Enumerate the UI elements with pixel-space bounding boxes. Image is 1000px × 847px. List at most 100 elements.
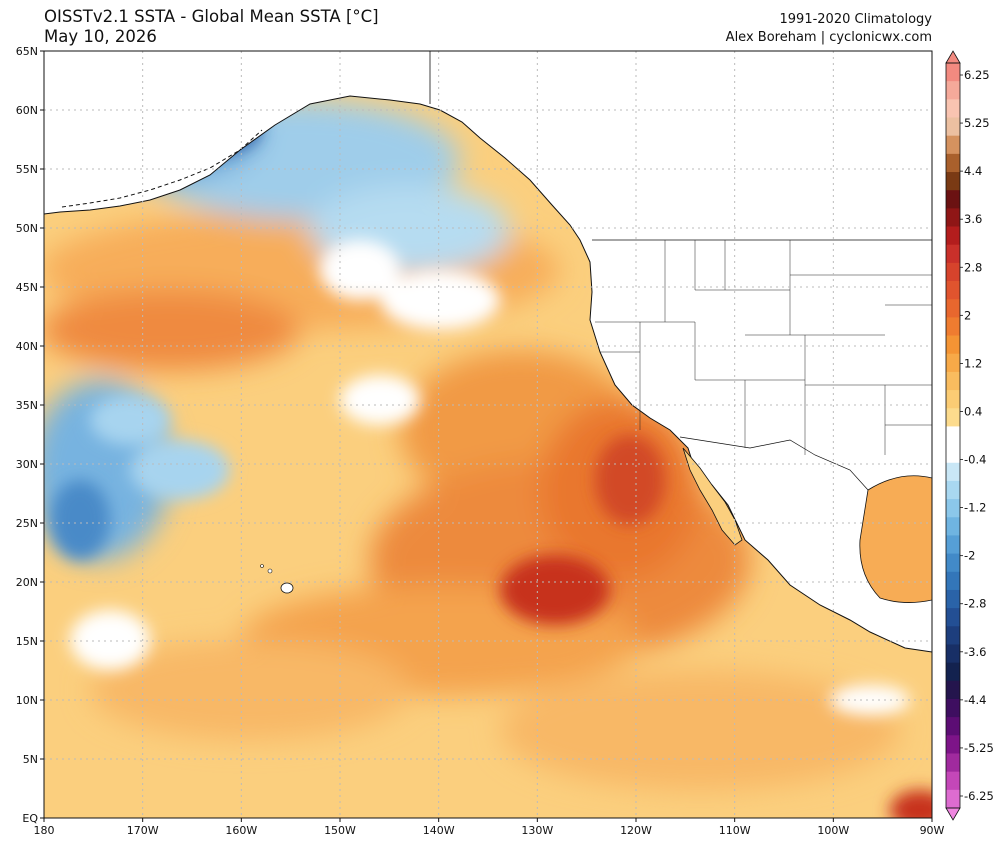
lon-tick-label: 90W (920, 824, 945, 837)
colorbar-label: -2.8 (964, 597, 986, 611)
colorbar-segment (946, 789, 960, 809)
state-borders (595, 240, 932, 455)
climatology-label: 1991-2020 Climatology (779, 12, 932, 27)
gulf-of-mexico (859, 475, 932, 603)
colorbar-segment (946, 589, 960, 609)
lat-tick-label: 25N (16, 517, 38, 530)
lat-tick-label: 5N (23, 753, 38, 766)
lon-tick-label: 150W (324, 824, 356, 837)
colorbar-segment (946, 553, 960, 573)
lat-tick-label: 55N (16, 163, 38, 176)
colorbar-segment (946, 335, 960, 355)
colorbar-segment (946, 517, 960, 536)
colorbar-segment (946, 571, 960, 591)
colorbar-segment (946, 117, 960, 137)
colorbar-segment (946, 244, 960, 264)
colorbar-segment (946, 281, 960, 300)
colorbar-segment (946, 371, 960, 391)
colorbar-segment (946, 153, 960, 173)
colorbar-label: -2 (964, 549, 975, 563)
lat-tick-label: 45N (16, 281, 38, 294)
lon-tick-label: 170W (127, 824, 159, 837)
map-date: May 10, 2026 (44, 27, 157, 46)
colorbar-segment (946, 299, 960, 318)
lon-tick-label: 130W (521, 824, 553, 837)
lon-tick-label: 180 (34, 824, 55, 837)
lon-tick-label: 110W (719, 824, 751, 837)
colorbar-segment (946, 190, 960, 209)
colorbar-max-arrow (945, 50, 961, 64)
colorbar-segment (946, 135, 960, 155)
colorbar-segment (946, 626, 960, 645)
latitude-labels: EQ 5N 10N 15N 20N 25N 30N 35N 40N 45N 50N 55N 60N 65N (16, 45, 44, 825)
lon-tick-label: 100W (817, 824, 849, 837)
lat-tick-label: 15N (16, 635, 38, 648)
lat-tick-label: 50N (16, 222, 38, 235)
baja-peninsula (682, 447, 743, 546)
land (44, 51, 932, 653)
colorbar-segment (946, 644, 960, 664)
colorbar-segment (946, 662, 960, 682)
map-frame (43, 50, 933, 819)
colorbar-segment (946, 172, 960, 191)
colorbar-label: 2.8 (964, 260, 982, 274)
colorbar-label: 2 (964, 308, 971, 322)
colorbar-segment (946, 608, 960, 627)
lat-tick-label: 60N (16, 104, 38, 117)
lon-tick-label: 140W (423, 824, 455, 837)
colorbar-label: 0.4 (964, 404, 982, 418)
colorbar-segment (946, 353, 960, 373)
colorbar-segment (946, 226, 960, 246)
lat-lon-grid (44, 51, 932, 818)
us-mexico-border (679, 436, 869, 491)
colorbar-label: -6.25 (964, 789, 994, 803)
colorbar-segment (946, 99, 960, 118)
colorbar-min-arrow (945, 807, 961, 821)
colorbar-segment (946, 208, 960, 227)
map-title: OISSTv2.1 SSTA - Global Mean SSTA [°C] (44, 7, 379, 26)
colorbar-label: -4.4 (964, 693, 986, 707)
colorbar-segment (946, 680, 960, 700)
colorbar-segment (946, 753, 960, 773)
colorbar-frame (945, 62, 961, 809)
colorbar-segment (946, 535, 960, 555)
lat-tick-label: 10N (16, 694, 38, 707)
colorbar-label: 6.25 (964, 68, 990, 82)
lat-tick-label: EQ (22, 812, 38, 825)
credit-label: Alex Boreham | cyclonicwx.com (725, 30, 932, 45)
colorbar-segment (946, 480, 960, 500)
colorbar-segment (946, 63, 960, 82)
aleutian-islands (61, 129, 263, 208)
colorbar-segment (946, 771, 960, 791)
colorbar-segment (946, 698, 960, 718)
colorbar-segment (946, 262, 960, 282)
north-america-land (44, 51, 932, 653)
colorbar-segment (946, 735, 960, 754)
lat-tick-label: 30N (16, 458, 38, 471)
colorbar-segment (946, 81, 960, 100)
lat-tick-label: 20N (16, 576, 38, 589)
colorbar-label: -0.4 (964, 453, 986, 467)
lat-tick-label: 35N (16, 399, 38, 412)
lat-tick-label: 65N (16, 45, 38, 58)
colorbar-label: 4.4 (964, 164, 982, 178)
colorbar-label: -3.6 (964, 645, 986, 659)
colorbar-label: 1.2 (964, 356, 982, 370)
colorbar-label: -1.2 (964, 501, 986, 515)
hawaii-island (280, 582, 294, 594)
colorbar-segment (946, 462, 960, 482)
colorbar-segment (946, 717, 960, 736)
colorbar-label: 5.25 (964, 116, 990, 130)
lon-tick-label: 120W (620, 824, 652, 837)
lon-tick-label: 160W (225, 824, 257, 837)
longitude-labels: 180 170W 160W 150W 140W 130W 120W 110W 100W 90W (34, 818, 945, 837)
colorbar-segment (946, 317, 960, 336)
colorbar-segment (946, 426, 960, 445)
colorbar: 6.25 5.25 4.4 3.6 2.8 2 1.2 0.4 -0.4 -1.2 -2 -2.8 -3… (945, 50, 994, 821)
colorbar-label: -5.25 (964, 741, 994, 755)
colorbar-segment (946, 408, 960, 427)
colorbar-label: 3.6 (964, 212, 982, 226)
lat-tick-label: 40N (16, 340, 38, 353)
colorbar-segment (946, 499, 960, 518)
